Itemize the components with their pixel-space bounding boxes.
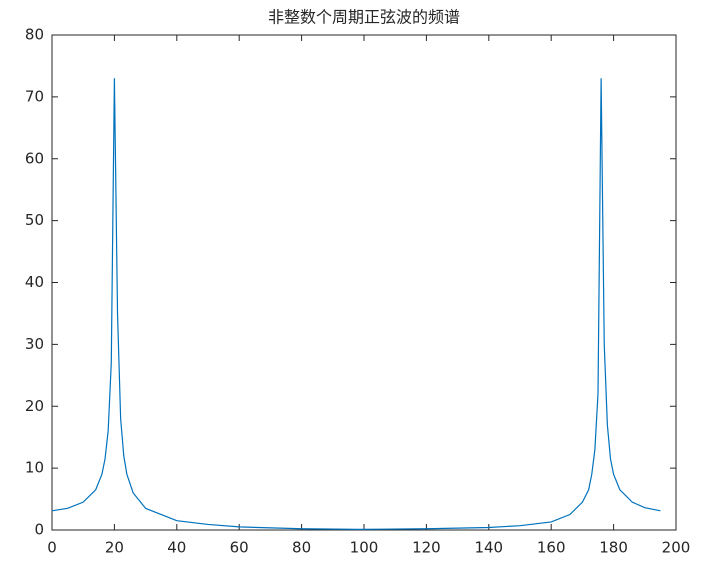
x-tick-label: 140	[474, 539, 503, 557]
chart-title: 非整数个周期正弦波的频谱	[268, 8, 460, 27]
x-tick-label: 40	[167, 539, 186, 557]
y-tick-label: 80	[25, 26, 44, 44]
x-tick-label: 180	[599, 539, 628, 557]
y-tick-label: 50	[25, 211, 44, 229]
y-tick-label: 30	[25, 335, 44, 353]
y-tick-label: 70	[25, 87, 44, 105]
y-tick-label: 60	[25, 149, 44, 167]
x-tick-label: 120	[412, 539, 441, 557]
x-tick-label: 200	[662, 539, 691, 557]
x-tick-label: 60	[230, 539, 249, 557]
x-tick-label: 20	[105, 539, 124, 557]
y-tick-label: 10	[25, 459, 44, 477]
x-tick-label: 160	[537, 539, 566, 557]
line	[51, 78, 661, 530]
x-tick-label: 100	[350, 539, 379, 557]
x-tick-label: 0	[47, 539, 57, 557]
y-tick-label: 40	[25, 273, 44, 291]
y-tick-label: 0	[34, 521, 44, 539]
x-tick-label: 80	[292, 539, 311, 557]
y-tick-label: 20	[25, 397, 44, 415]
